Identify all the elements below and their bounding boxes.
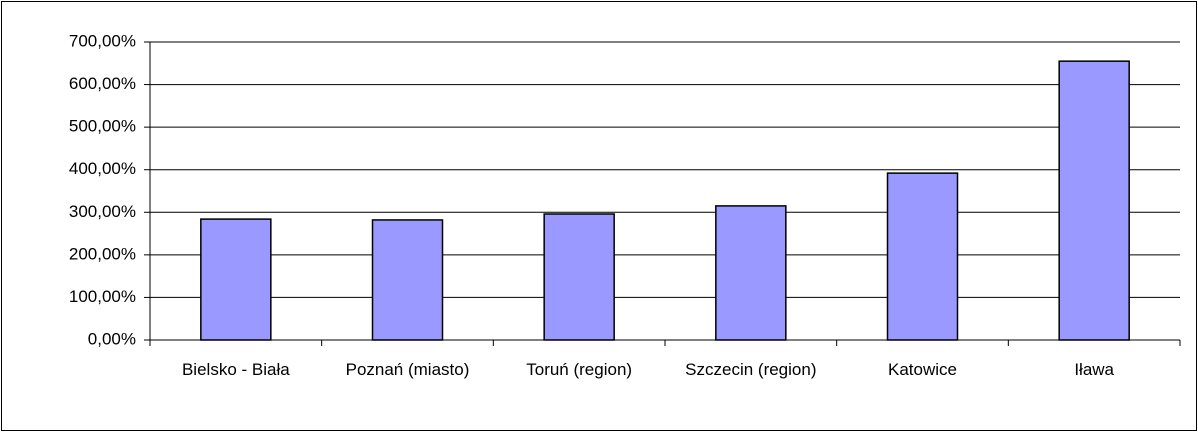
y-tick-label: 300,00% — [69, 202, 136, 221]
y-tick-label: 600,00% — [69, 74, 136, 93]
bar — [200, 218, 272, 341]
bar — [886, 172, 959, 341]
bar — [715, 205, 787, 341]
x-tick-label: Poznań (miasto) — [345, 360, 470, 379]
x-tick-label: Iława — [1074, 360, 1114, 379]
x-tick-label: Bielsko - Biała — [181, 360, 290, 379]
bar — [371, 219, 444, 341]
y-tick-label: 100,00% — [69, 287, 136, 306]
x-tick-label: Toruń (region) — [526, 360, 633, 379]
y-tick-label: 500,00% — [69, 117, 136, 136]
x-tick-label: Szczecin (region) — [685, 360, 817, 379]
x-tick-label: Katowice — [888, 360, 957, 379]
bar — [1058, 60, 1130, 341]
y-tick-label: 700,00% — [69, 31, 136, 50]
y-tick-label: 400,00% — [69, 159, 136, 178]
bar — [543, 213, 615, 341]
y-tick-label: 0,00% — [88, 329, 136, 348]
y-tick-label: 200,00% — [69, 244, 136, 263]
